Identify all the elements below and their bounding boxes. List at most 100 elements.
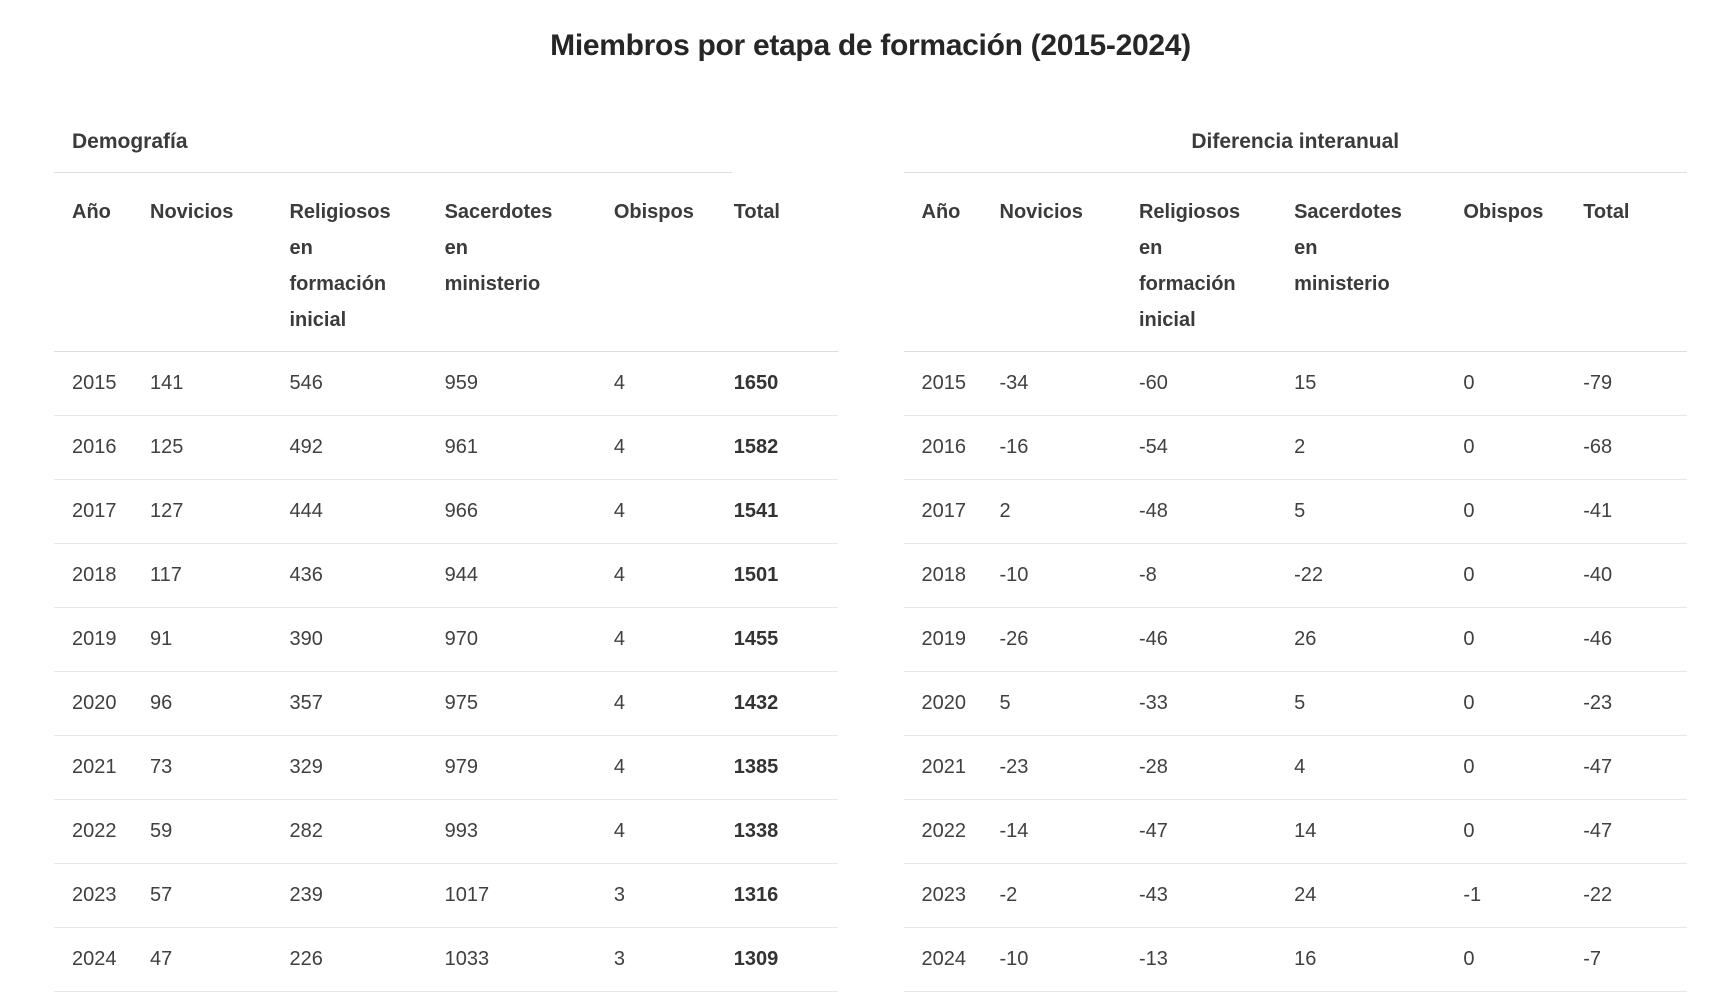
cell-religiosos: 282	[287, 799, 443, 864]
cell-total: -47	[1581, 799, 1687, 864]
cell-obispos: 4	[611, 351, 732, 416]
table-diferencia-head: Diferencia interanual Año Novicios Relig…	[903, 129, 1687, 352]
cell-total: 1582	[731, 415, 838, 480]
cell-total: 1309	[731, 927, 838, 992]
table-demografia: Demografía Año Novicios Religiosos en fo…	[54, 129, 838, 992]
cell-obispos: 0	[1461, 671, 1582, 736]
table-row: 2020 5 -33 5 0 -23	[903, 671, 1687, 736]
column-header-total: Total	[731, 172, 838, 352]
cell-novicios: -10	[997, 927, 1137, 992]
column-header-obispos: Obispos	[1461, 172, 1582, 352]
cell-total: 1501	[731, 543, 838, 608]
table-row: 2019 91 390 970 4 1455	[54, 607, 838, 672]
cell-sacerdotes: 993	[442, 799, 612, 864]
cell-obispos: 4	[611, 543, 732, 608]
cell-obispos: 4	[611, 671, 732, 736]
table-row: 2021 -23 -28 4 0 -47	[903, 735, 1687, 800]
table-row: 2024 -10 -13 16 0 -7	[903, 927, 1687, 992]
table-row: 2017 2 -48 5 0 -41	[903, 479, 1687, 544]
cell-ano: 2017	[54, 479, 149, 544]
cell-sacerdotes: 15	[1292, 351, 1462, 416]
table-demografia-head: Demografía Año Novicios Religiosos en fo…	[54, 129, 838, 352]
cell-ano: 2021	[54, 735, 149, 800]
cell-total: 1316	[731, 863, 838, 928]
cell-religiosos: -8	[1136, 543, 1293, 608]
cell-total: 1455	[731, 607, 838, 672]
cell-novicios: -23	[997, 735, 1137, 800]
cell-novicios: 73	[148, 735, 288, 800]
cell-ano: 2022	[54, 799, 149, 864]
cell-religiosos: 357	[287, 671, 443, 736]
cell-novicios: -2	[997, 863, 1137, 928]
cell-sacerdotes: 5	[1292, 479, 1462, 544]
cell-total: -46	[1581, 607, 1687, 672]
column-header-religiosos: Religiosos en formación inicial	[1136, 172, 1293, 352]
cell-ano: 2016	[54, 415, 149, 480]
cell-religiosos: 492	[287, 415, 443, 480]
cell-novicios: -16	[997, 415, 1137, 480]
cell-novicios: 127	[148, 479, 288, 544]
column-header-sacerdotes: Sacerdotes en ministerio	[1292, 172, 1462, 352]
cell-ano: 2020	[903, 671, 998, 736]
cell-sacerdotes: 944	[442, 543, 612, 608]
table-row: 2017 127 444 966 4 1541	[54, 479, 838, 544]
cell-ano: 2021	[903, 735, 998, 800]
cell-novicios: 117	[148, 543, 288, 608]
table-row: 2016 -16 -54 2 0 -68	[903, 415, 1687, 480]
cell-sacerdotes: 26	[1292, 607, 1462, 672]
cell-sacerdotes: 4	[1292, 735, 1462, 800]
cell-total: -79	[1581, 351, 1687, 416]
section-title-diferencia: Diferencia interanual	[903, 129, 1687, 173]
section-title-spacer	[732, 129, 838, 173]
cell-sacerdotes: -22	[1292, 543, 1462, 608]
cell-obispos: 3	[611, 863, 732, 928]
cell-novicios: 141	[148, 351, 288, 416]
cell-religiosos: -54	[1136, 415, 1293, 480]
table-row: 2023 57 239 1017 3 1316	[54, 863, 838, 928]
cell-ano: 2023	[903, 863, 998, 928]
cell-novicios: -26	[997, 607, 1137, 672]
column-header-sacerdotes: Sacerdotes en ministerio	[442, 172, 612, 352]
cell-sacerdotes: 1017	[442, 863, 612, 928]
column-header-row: Año Novicios Religiosos en formación ini…	[54, 172, 838, 352]
cell-sacerdotes: 14	[1292, 799, 1462, 864]
cell-sacerdotes: 1033	[442, 927, 612, 992]
cell-ano: 2020	[54, 671, 149, 736]
cell-total: -23	[1581, 671, 1687, 736]
cell-obispos: 4	[611, 415, 732, 480]
cell-ano: 2018	[54, 543, 149, 608]
cell-religiosos: -60	[1136, 351, 1293, 416]
table-row: 2015 -34 -60 15 0 -79	[903, 351, 1687, 416]
table-row: 2021 73 329 979 4 1385	[54, 735, 838, 800]
table-row: 2015 141 546 959 4 1650	[54, 351, 838, 416]
cell-novicios: 47	[148, 927, 288, 992]
cell-sacerdotes: 2	[1292, 415, 1462, 480]
cell-novicios: -14	[997, 799, 1137, 864]
cell-obispos: 4	[611, 479, 732, 544]
column-header-religiosos: Religiosos en formación inicial	[287, 172, 443, 352]
cell-novicios: -34	[997, 351, 1137, 416]
cell-religiosos: -33	[1136, 671, 1293, 736]
cell-religiosos: -13	[1136, 927, 1293, 992]
cell-novicios: 125	[148, 415, 288, 480]
cell-obispos: 0	[1461, 927, 1582, 992]
section-title-demografia: Demografía	[54, 129, 732, 173]
cell-novicios: 2	[997, 479, 1137, 544]
cell-religiosos: -48	[1136, 479, 1293, 544]
cell-obispos: 0	[1461, 607, 1582, 672]
cell-religiosos: 226	[287, 927, 443, 992]
cell-novicios: 96	[148, 671, 288, 736]
cell-total: 1385	[731, 735, 838, 800]
cell-ano: 2018	[903, 543, 998, 608]
cell-total: -22	[1581, 863, 1687, 928]
table-row: 2016 125 492 961 4 1582	[54, 415, 838, 480]
cell-sacerdotes: 16	[1292, 927, 1462, 992]
cell-obispos: 0	[1461, 543, 1582, 608]
cell-total: -40	[1581, 543, 1687, 608]
cell-sacerdotes: 24	[1292, 863, 1462, 928]
cell-ano: 2024	[903, 927, 998, 992]
tables-container: Demografía Año Novicios Religiosos en fo…	[54, 129, 1687, 992]
cell-religiosos: -47	[1136, 799, 1293, 864]
cell-obispos: 4	[611, 735, 732, 800]
